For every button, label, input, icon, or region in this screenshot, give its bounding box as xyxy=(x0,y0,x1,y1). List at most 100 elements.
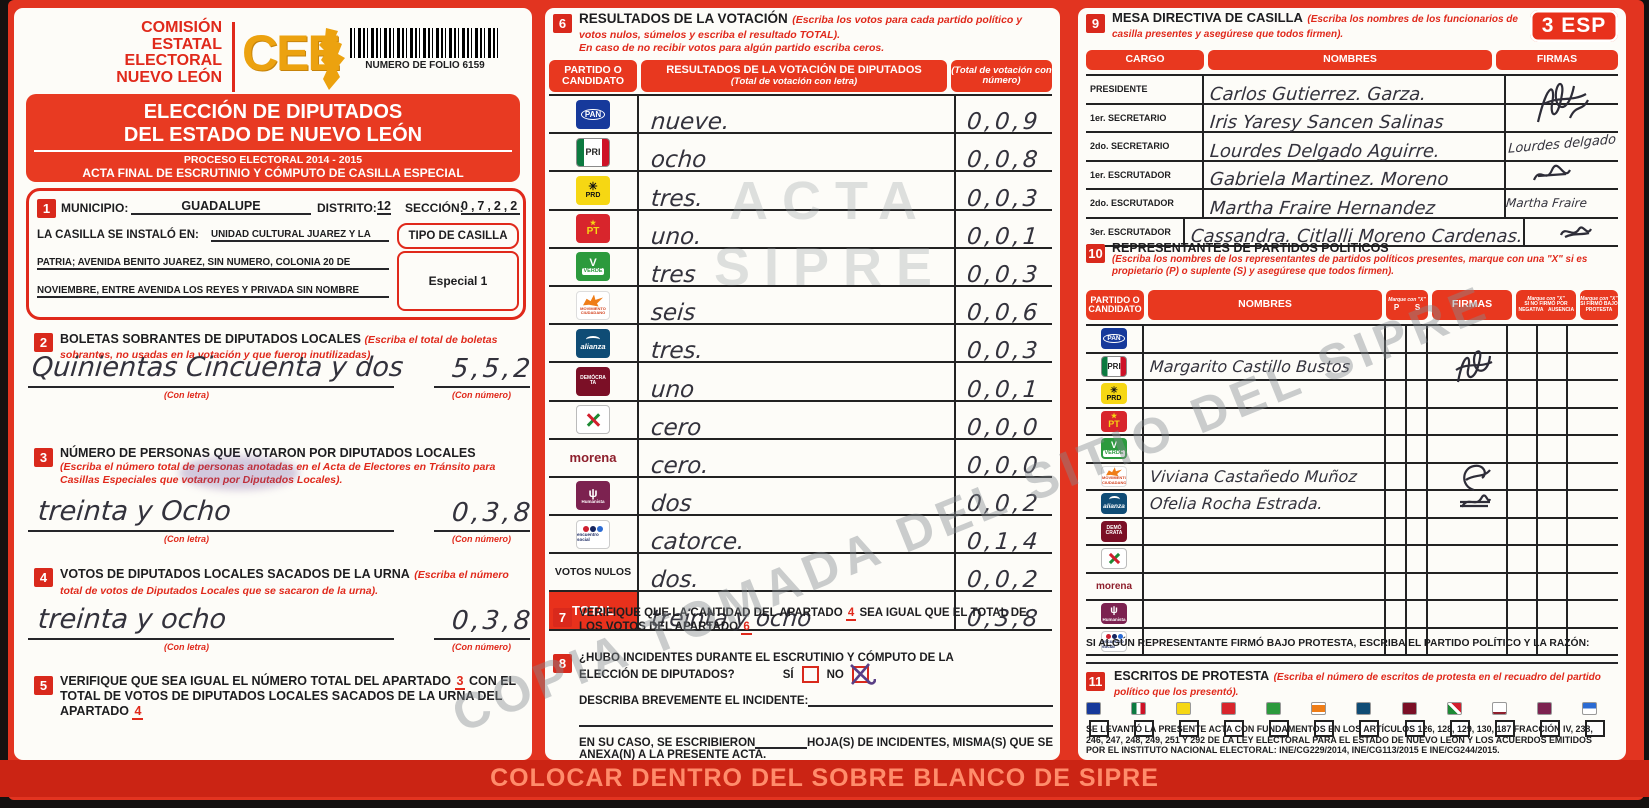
writing-line xyxy=(28,508,394,532)
votes-digits: 0,1,4 xyxy=(966,529,1042,556)
section4-number: 4 xyxy=(34,568,53,587)
writing-line xyxy=(579,707,1053,727)
section9-title: MESA DIRECTIVA DE CASILLA xyxy=(1112,10,1303,25)
party-logo-verde: V VERDE xyxy=(1101,438,1127,460)
section6-hint2: En caso de no recibir votos para algún p… xyxy=(579,42,885,54)
votes-digits: 0,0,3 xyxy=(966,261,1042,288)
table-row-pt: ★ PT uno. 0,0,1 xyxy=(549,210,1052,250)
eagle-icon xyxy=(583,294,603,307)
votes-digits: 0,0,1 xyxy=(966,376,1042,403)
votes-digits: 0,0,2 xyxy=(966,491,1042,518)
table-row-presidente: PRESIDENTE Carlos Gutierrez. Garza. xyxy=(1086,76,1618,123)
votes-digits: 0,0,3 xyxy=(966,338,1042,365)
section10-title: REPRESENTANTES DE PARTIDOS POLÍTICOS xyxy=(1112,241,1389,255)
party-logo-prd: ✳ PRD xyxy=(576,175,610,205)
apartado-ref-4: 4 xyxy=(132,704,144,720)
official-name: Iris Yaresy Sancen Salinas xyxy=(1209,112,1445,133)
casilla-code-badge: 3 ESP xyxy=(1530,10,1618,42)
instalada-label: LA CASILLA SE INSTALÓ EN: xyxy=(37,229,199,241)
apartado-ref-6: 6 xyxy=(741,621,752,635)
protest-count-box xyxy=(1404,720,1425,737)
rep-row-morena: morena xyxy=(1086,573,1618,601)
protest-count-box xyxy=(1134,720,1155,737)
section2-number: 2 xyxy=(34,333,53,352)
column-header-nombres: NOMBRES xyxy=(1148,290,1382,320)
bird-icon: ψ xyxy=(1110,605,1118,617)
table-row-1er-secretario: 1er. SECRETARIO Iris Yaresy Sancen Salin… xyxy=(1086,104,1618,133)
tipo-casilla-value: Especial 1 xyxy=(428,274,488,288)
table-row-votos-nulos: VOTOS NULOS dos. 0,0,2 xyxy=(549,554,1052,594)
table-row-morena: morena cero. 0,0,0 xyxy=(549,439,1052,479)
protest-count-row xyxy=(1086,702,1618,742)
party-logo-movimiento-ciudadano: MOVIMIENTO CIUDADANO xyxy=(576,290,610,320)
seccion-value: 0,7,2,2 xyxy=(461,199,521,215)
section3-number: 3 xyxy=(34,448,53,467)
representatives-table: PAN PRI Margarito Castillo Bustos ✳ PRD xyxy=(1086,324,1618,656)
protest-count-box xyxy=(1314,720,1335,737)
votes-words: uno xyxy=(649,376,696,403)
section9-hint: (Escriba los nombres de los funcionarios… xyxy=(1112,14,1518,40)
table-row-democrata: DEMÓCRATA uno 0,0,1 xyxy=(549,363,1052,403)
rep-row-alianza: alianza Ofelia Rocha Estrada. xyxy=(1086,491,1618,519)
org-name: COMISIÓN ESTATAL ELECTORAL NUEVO LEÓN xyxy=(116,19,222,86)
process-label: PROCESO ELECTORAL 2014 - 2015 xyxy=(183,154,363,166)
party-logo-humanista: ψ Humanista xyxy=(576,481,610,511)
con-letra-label: (Con letra) xyxy=(164,642,209,652)
rep-row-cruzada xyxy=(1086,546,1618,574)
protest-note: SI ALGÚN REPRESENTANTE FIRMÓ BAJO PROTES… xyxy=(1086,638,1590,649)
section10-hint1: (Escriba los nombres de los representant… xyxy=(1112,254,1588,265)
swoosh-icon xyxy=(586,335,600,343)
envelope-banner: COLOCAR DENTRO DEL SOBRE BLANCO DE SIPRE xyxy=(0,760,1649,797)
party-logo-prd: ✳ PRD xyxy=(1101,383,1127,405)
party-logo-pt: ★ PT xyxy=(576,214,610,244)
votes-words: cero. xyxy=(649,452,710,479)
party-mini-pan xyxy=(1086,702,1101,715)
eagle-icon xyxy=(1106,467,1122,477)
column-header-firmas: FIRMAS xyxy=(1432,290,1512,320)
party-logo-democrata: DEMÓCRATA xyxy=(576,366,610,396)
header-divider xyxy=(232,22,235,92)
table-row-2do-escrutador: 2do. ESCRUTADOR Martha Fraire Hernandez … xyxy=(1086,190,1618,219)
table-row-1er-escrutador: 1er. ESCRUTADOR Gabriela Martinez. Moren… xyxy=(1086,161,1618,190)
votes-words: dos xyxy=(649,491,693,518)
section5-number: 5 xyxy=(34,676,53,695)
votes-words: cero xyxy=(649,414,703,441)
describe-incident-label: DESCRIBA BREVEMENTE EL INCIDENTE: xyxy=(579,695,809,707)
section7-text: VERIFIQUE QUE LA CANTIDAD DEL APARTADO 4… xyxy=(579,607,1027,635)
section4-hint: (Escriba el número total de votos de Dip… xyxy=(60,569,509,597)
column-header-no-firmo: Marque con "X" SI NO FIRMÓ POR NEGATIVA A… xyxy=(1516,290,1576,320)
section10-number: 10 xyxy=(1086,244,1105,263)
writing-line xyxy=(808,693,1053,707)
party-logo-pan: PAN xyxy=(576,99,610,129)
section1-box: 1 MUNICIPIO: GUADALUPE DISTRITO: 12 SECC… xyxy=(26,188,526,320)
tipo-casilla-label: TIPO DE CASILLA xyxy=(408,230,508,242)
signature-scribble xyxy=(1559,225,1592,238)
party-mini-alianza xyxy=(1356,702,1372,715)
con-letra-label: (Con letra) xyxy=(164,390,209,400)
rep-row-humanista: ψ Humanista xyxy=(1086,601,1618,629)
rep-row-pan: PAN xyxy=(1086,326,1618,354)
column-header-party: PARTIDO O CANDIDATO xyxy=(1086,290,1144,320)
acta-subtitle: ACTA FINAL DE ESCRUTINIO Y CÓMPUTO DE CA… xyxy=(82,166,464,180)
rep-name: Viviana Castañedo Muñoz xyxy=(1149,466,1358,486)
election-title-line1: ELECCIÓN DE DIPUTADOS xyxy=(143,101,403,123)
party-mini-morena xyxy=(1491,702,1507,715)
signature-scribble xyxy=(1532,164,1571,181)
party-logo-pri: PRI xyxy=(1101,355,1127,377)
tipo-casilla-box: TIPO DE CASILLA xyxy=(397,223,519,249)
votes-digits: 0,0,2 xyxy=(966,567,1042,594)
section9-number: 9 xyxy=(1086,14,1105,33)
ink-smudge xyxy=(179,456,299,490)
party-logo-encuentro-social: encuentro social xyxy=(1101,630,1127,652)
rep-name: Margarito Castillo Bustos xyxy=(1149,356,1351,376)
writing-line xyxy=(755,735,807,749)
results-table: PAN nueve. 0,0,9 PRI ocho 0,0,8 ✳ PRD tre… xyxy=(549,94,1052,632)
votes-digits: 0,0,1 xyxy=(966,223,1042,250)
section11-title: ESCRITOS DE PROTESTA xyxy=(1114,669,1270,683)
rep-name: Ofelia Rocha Estrada. xyxy=(1149,494,1324,514)
apartado-ref-4: 4 xyxy=(845,607,857,621)
section11-number: 11 xyxy=(1086,672,1105,691)
votes-words: nueve. xyxy=(649,109,731,136)
signature-text: Lourdes delgado xyxy=(1507,132,1617,157)
